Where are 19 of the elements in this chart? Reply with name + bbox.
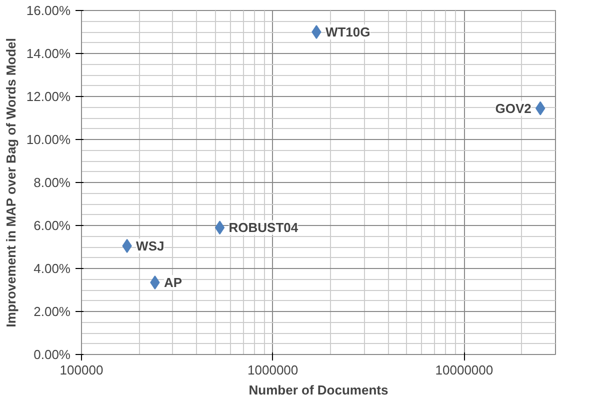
y-tick-label: 0.00% [34,347,71,362]
annotation: AP [164,274,182,290]
y-tick-label: 2.00% [34,304,71,319]
y-tick-label: 6.00% [34,218,71,233]
y-tick-label: 12.00% [26,89,71,104]
y-tick-label: 14.00% [26,46,71,61]
annotation: WT10G [325,24,370,40]
x-axis-title: Number of Documents [248,382,388,398]
y-tick-label: 4.00% [34,261,71,276]
annotation: GOV2 [495,100,532,116]
y-tick-label: 8.00% [34,175,71,190]
annotation: WSJ [136,238,164,254]
x-tick-label: 10000000 [435,362,494,378]
y-tick-label: 10.00% [26,132,71,147]
y-tick-label: 16.00% [26,3,71,18]
x-tick-label: 100000 [60,362,104,378]
x-tick-label: 1000000 [248,362,298,378]
y-axis-title: Improvement in MAP over Bag of Words Model [3,38,18,328]
annotation: ROBUST04 [228,220,299,236]
